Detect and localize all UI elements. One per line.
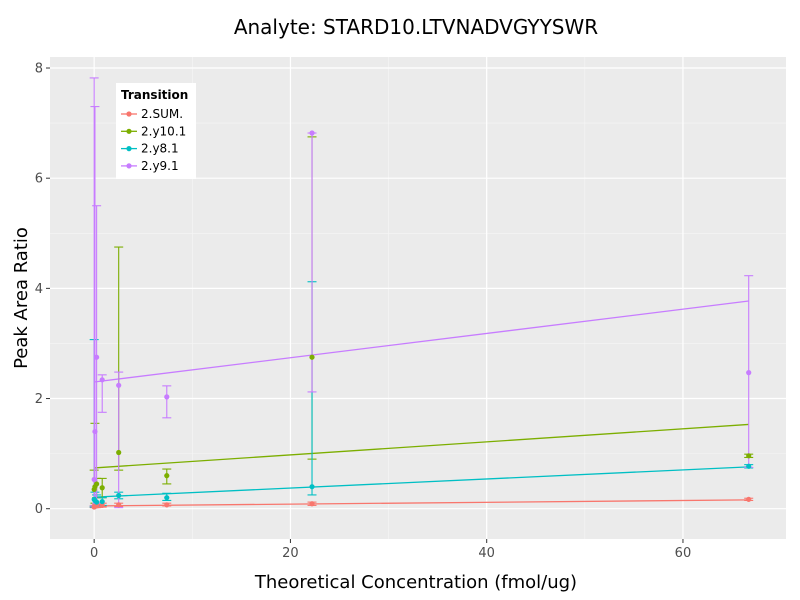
fit-line-2-y10-1 bbox=[94, 423, 749, 469]
legend-title: Transition bbox=[121, 88, 188, 102]
point-2-sum bbox=[99, 502, 105, 508]
point-2-y10-1 bbox=[99, 485, 105, 491]
point-2-y9-1 bbox=[116, 382, 122, 388]
legend-key-point-2-y8-1 bbox=[126, 146, 132, 152]
x-tick-label: 20 bbox=[282, 546, 299, 561]
x-axis-ticks: 0 20 40 60 bbox=[90, 539, 691, 561]
point-2-y9-1 bbox=[164, 394, 170, 400]
legend-label-2-y9-1: 2.y9.1 bbox=[141, 159, 179, 173]
point-2-y10-1 bbox=[116, 449, 122, 456]
legend-label-2-y10-1: 2.y10.1 bbox=[141, 124, 186, 138]
fit-lines bbox=[94, 300, 749, 507]
point-2-y8-1 bbox=[94, 499, 100, 505]
point-2-sum bbox=[309, 501, 315, 507]
error-bars bbox=[89, 77, 754, 509]
point-2-y10-1 bbox=[309, 354, 315, 360]
point-2-y10-1 bbox=[164, 473, 170, 479]
point-2-sum bbox=[94, 503, 100, 509]
point-2-y8-1 bbox=[99, 498, 105, 505]
y-axis-title: Peak Area Ratio bbox=[11, 227, 32, 369]
y-tick-label: 8 bbox=[35, 62, 43, 77]
legend-key-point-2-y10-1 bbox=[126, 128, 132, 134]
point-2-y9-1 bbox=[94, 354, 100, 360]
x-tick-label: 60 bbox=[675, 546, 692, 561]
legend-label-2-sum: 2.SUM. bbox=[141, 107, 183, 121]
fit-line-2-y8-1 bbox=[94, 466, 749, 498]
point-2-y9-1 bbox=[746, 370, 752, 376]
point-2-y8-1 bbox=[309, 484, 315, 490]
point-2-sum bbox=[164, 502, 170, 508]
chart-title: Analyte: STARD10.LTVNADVGYYSWR bbox=[234, 15, 598, 39]
point-2-sum bbox=[746, 496, 752, 502]
point-2-sum bbox=[116, 502, 122, 508]
legend: Transition 2.SUM. 2.y10.1 2.y8.1 2.y9.1 bbox=[116, 83, 196, 179]
point-2-y10-1 bbox=[94, 481, 100, 487]
point-2-y8-1 bbox=[164, 495, 170, 501]
legend-label-2-y8-1: 2.y8.1 bbox=[141, 142, 179, 156]
fit-line-2-y9-1 bbox=[94, 300, 749, 383]
point-2-y10-1 bbox=[746, 453, 752, 459]
fit-line-2-sum bbox=[94, 499, 749, 507]
y-tick-label: 6 bbox=[35, 172, 43, 187]
major-gridlines bbox=[50, 57, 786, 539]
y-tick-label: 2 bbox=[35, 392, 43, 407]
y-tick-label: 0 bbox=[35, 502, 43, 517]
point-2-y9-1 bbox=[309, 130, 315, 136]
y-tick-label: 4 bbox=[35, 282, 43, 297]
point-2-y8-1 bbox=[116, 492, 122, 499]
x-tick-label: 40 bbox=[478, 546, 495, 561]
data-points bbox=[91, 130, 752, 510]
point-2-y8-1 bbox=[746, 463, 752, 469]
x-tick-label: 0 bbox=[90, 546, 98, 561]
point-2-y9-1 bbox=[91, 476, 97, 483]
legend-key-point-2-sum bbox=[126, 111, 132, 117]
legend-key-point-2-y9-1 bbox=[126, 163, 132, 169]
x-axis-title: Theoretical Concentration (fmol/ug) bbox=[254, 572, 577, 593]
point-2-y9-1 bbox=[92, 428, 98, 435]
legend-items: 2.SUM. 2.y10.1 2.y8.1 2.y9.1 bbox=[121, 107, 186, 173]
y-axis-ticks: 0 2 4 6 8 bbox=[35, 62, 50, 517]
point-2-y9-1 bbox=[99, 377, 105, 383]
